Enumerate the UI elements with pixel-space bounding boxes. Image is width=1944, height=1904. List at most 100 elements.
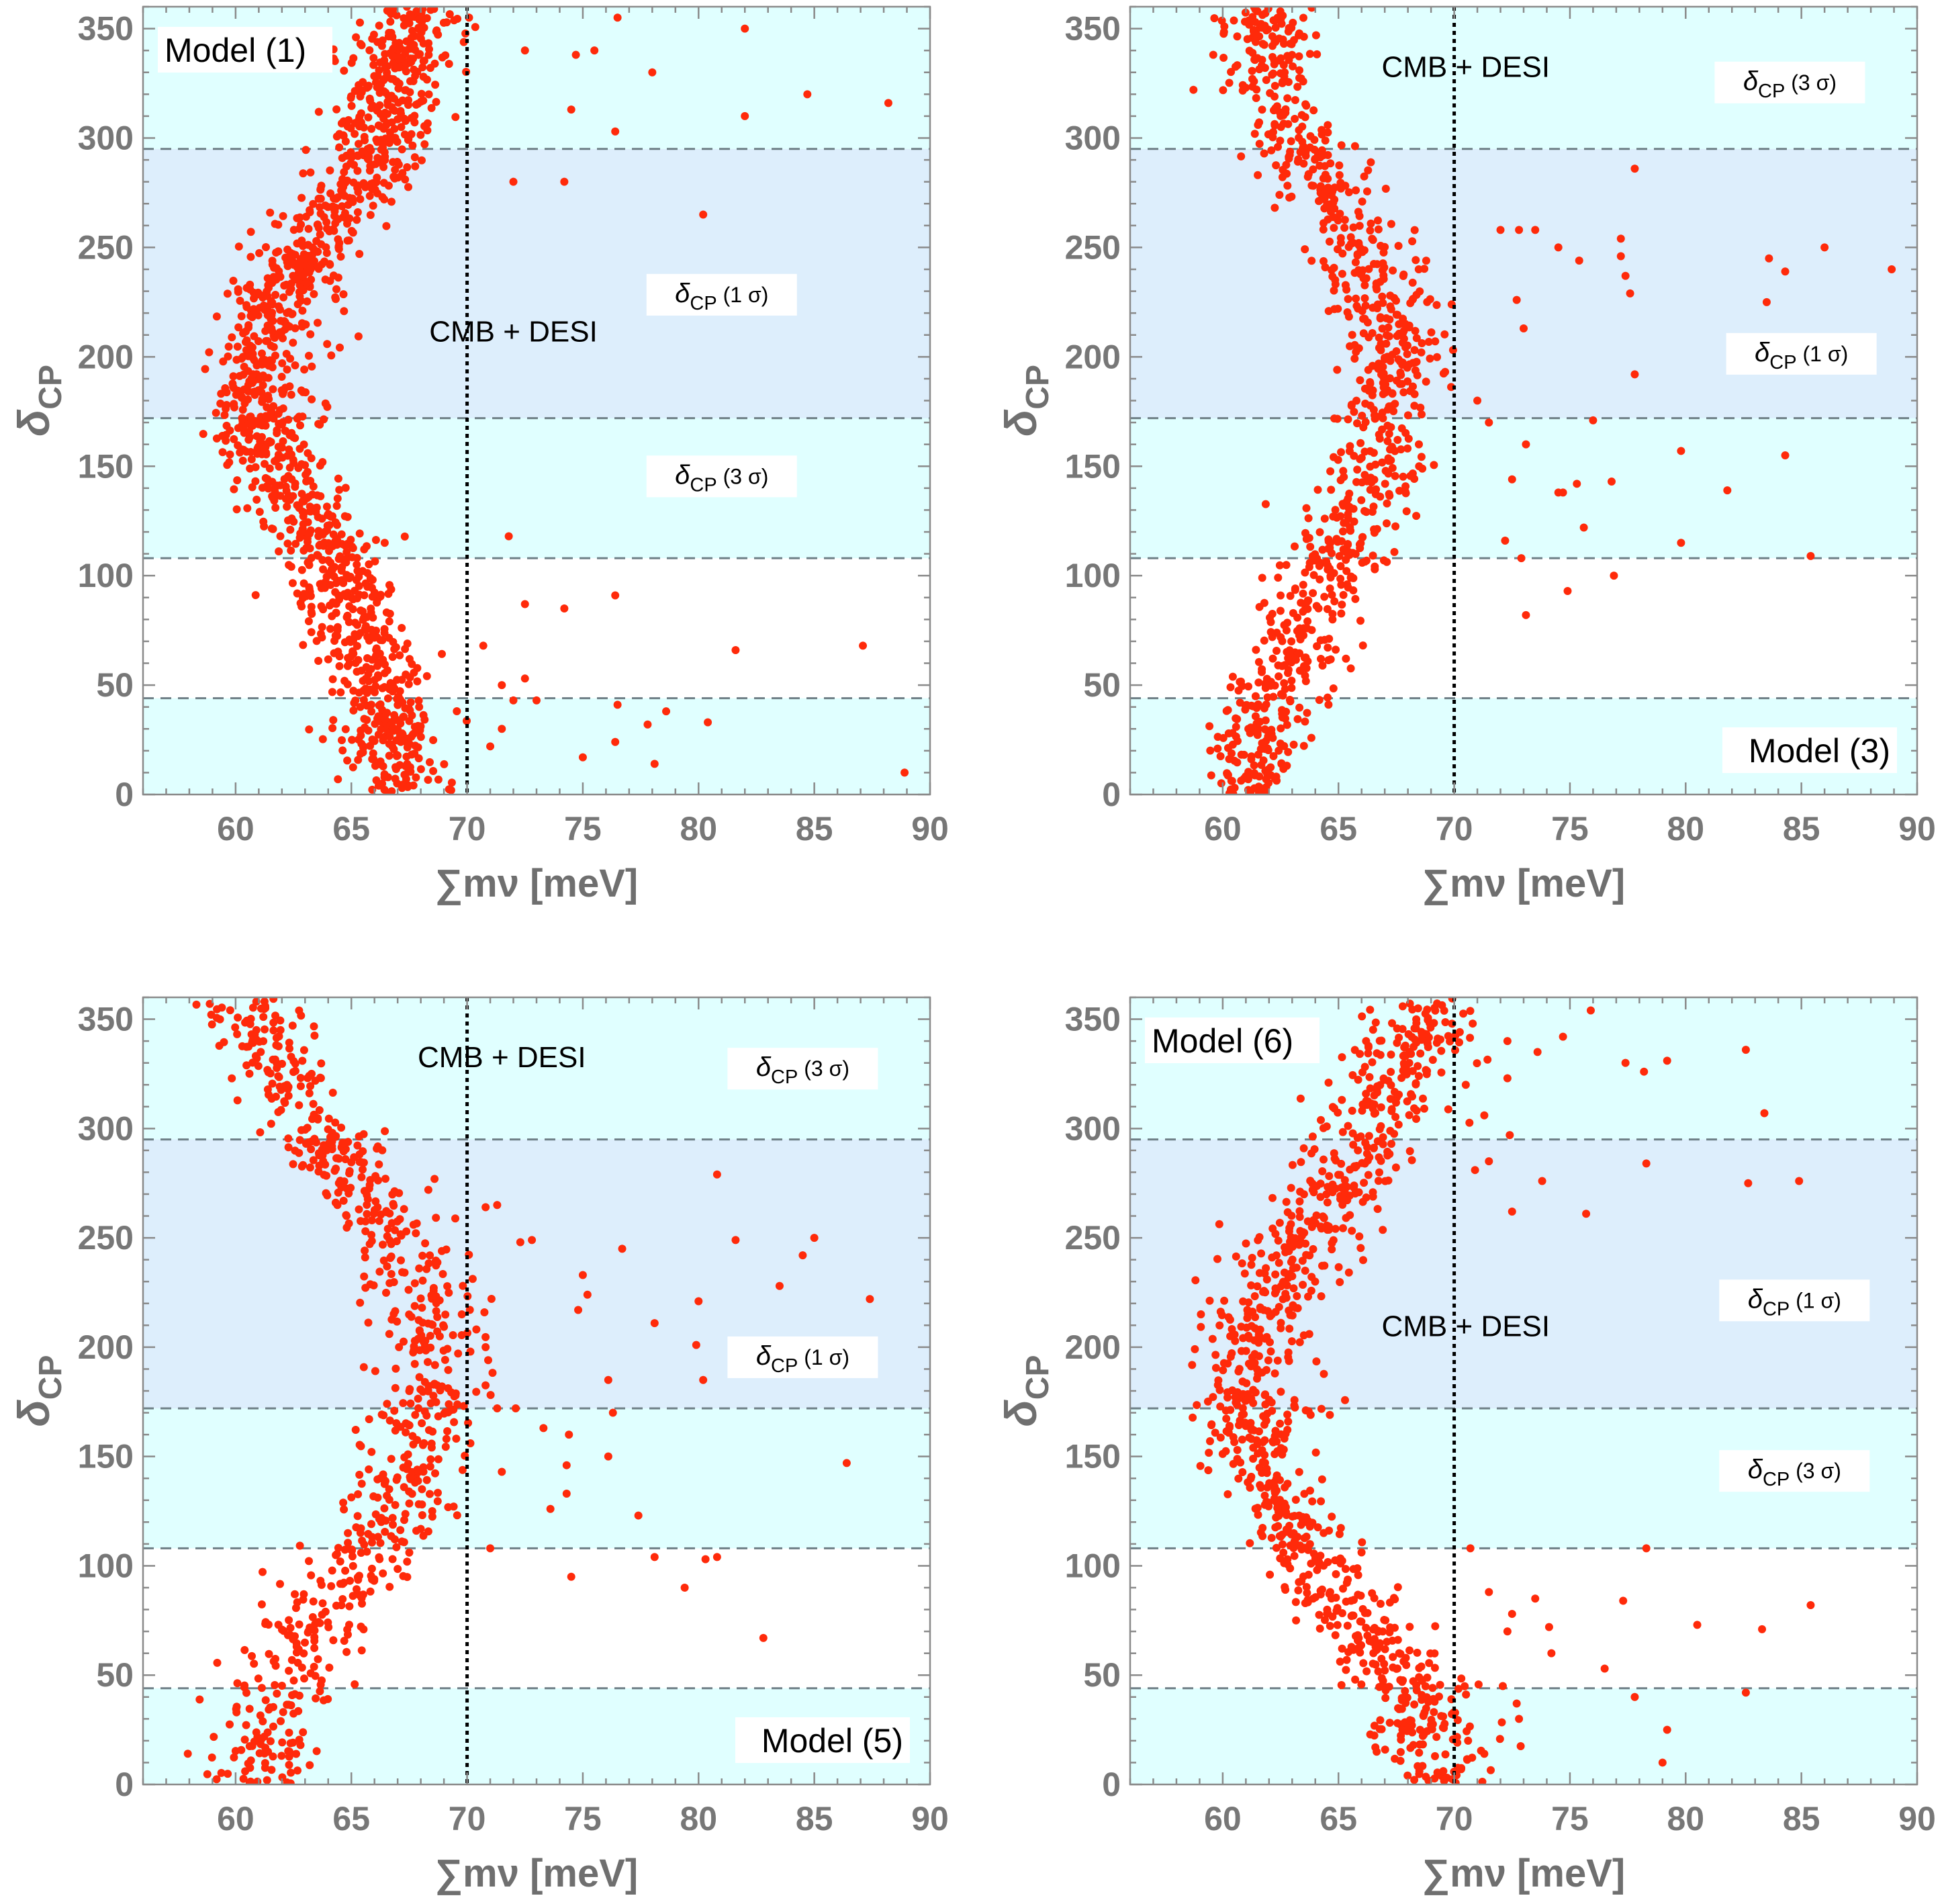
data-point xyxy=(1291,1234,1299,1242)
data-point xyxy=(410,153,419,162)
data-point xyxy=(1248,1360,1257,1369)
data-point xyxy=(1336,1278,1344,1286)
data-point xyxy=(692,1341,700,1349)
y-tick-label: 250 xyxy=(78,1219,134,1257)
data-point xyxy=(1369,361,1377,370)
data-point xyxy=(395,1343,404,1351)
data-point xyxy=(276,532,285,541)
data-point xyxy=(1213,1255,1221,1263)
data-point xyxy=(265,1705,273,1714)
data-point xyxy=(255,290,264,299)
data-point xyxy=(317,1059,326,1068)
y-axis-title: δCP xyxy=(9,1355,68,1427)
data-point xyxy=(1508,475,1516,484)
data-point xyxy=(1317,1475,1326,1484)
data-point xyxy=(1288,1161,1297,1169)
data-point xyxy=(488,1369,497,1377)
data-point xyxy=(560,177,569,186)
data-point xyxy=(451,1214,459,1223)
data-point xyxy=(1299,589,1307,598)
data-point xyxy=(280,317,289,326)
data-point xyxy=(254,1062,263,1071)
data-point xyxy=(1216,1433,1225,1442)
data-point xyxy=(1318,662,1327,670)
data-point xyxy=(1320,1261,1329,1270)
data-point xyxy=(1381,185,1390,193)
data-point xyxy=(287,546,295,555)
data-point xyxy=(1366,486,1375,494)
data-point xyxy=(1262,700,1270,709)
data-point xyxy=(486,742,495,751)
data-point xyxy=(365,1415,373,1424)
data-point xyxy=(406,1385,414,1394)
data-point xyxy=(261,1696,270,1705)
data-point xyxy=(322,243,330,252)
data-point xyxy=(406,54,415,63)
data-point xyxy=(1342,1578,1351,1587)
y-tick-label: 150 xyxy=(78,1438,134,1476)
data-point xyxy=(1376,1600,1385,1608)
data-point xyxy=(1466,1007,1475,1015)
data-point xyxy=(604,1375,612,1384)
data-point xyxy=(608,1408,617,1417)
data-point xyxy=(1271,1308,1280,1316)
data-point xyxy=(385,633,394,642)
data-point xyxy=(1232,723,1240,731)
data-point xyxy=(1344,295,1352,304)
data-point xyxy=(380,1504,389,1512)
data-point xyxy=(314,551,322,560)
data-point xyxy=(267,324,276,333)
data-point xyxy=(443,18,451,27)
data-point xyxy=(382,1207,391,1216)
data-point xyxy=(1257,1249,1266,1258)
data-point xyxy=(245,1742,254,1750)
data-point xyxy=(269,316,277,325)
data-point xyxy=(1412,1106,1421,1115)
data-point xyxy=(1744,1179,1753,1187)
data-point xyxy=(406,698,415,707)
data-point xyxy=(356,18,364,27)
data-point xyxy=(285,1616,293,1625)
data-point xyxy=(1272,1543,1281,1552)
data-point xyxy=(1284,1417,1293,1426)
data-point xyxy=(1364,1043,1373,1052)
x-tick-label: 60 xyxy=(217,810,254,848)
data-point xyxy=(1277,591,1285,600)
data-point xyxy=(1242,1239,1250,1248)
data-point xyxy=(405,717,414,725)
data-point xyxy=(1262,1275,1271,1284)
data-point xyxy=(1306,543,1315,551)
data-point xyxy=(353,216,361,224)
data-point xyxy=(291,482,299,491)
data-point xyxy=(1362,1623,1371,1632)
data-point xyxy=(371,185,379,194)
data-point xyxy=(1336,512,1345,520)
data-point xyxy=(1262,1469,1271,1478)
data-point xyxy=(310,1022,318,1031)
data-point xyxy=(741,111,749,120)
data-point xyxy=(302,470,310,479)
data-point xyxy=(267,1766,276,1774)
data-point xyxy=(1426,1649,1435,1658)
data-point xyxy=(1383,519,1391,528)
data-point xyxy=(1377,370,1385,379)
data-point xyxy=(1283,762,1291,770)
data-point xyxy=(432,26,441,35)
data-point xyxy=(414,1477,422,1485)
data-point xyxy=(251,591,260,600)
data-point xyxy=(1399,388,1408,397)
data-point xyxy=(1301,113,1309,122)
data-point xyxy=(297,255,305,263)
data-point xyxy=(344,116,353,124)
data-point xyxy=(304,240,312,249)
data-point xyxy=(297,296,306,305)
data-point xyxy=(1353,251,1362,260)
data-point xyxy=(481,1332,490,1341)
data-point xyxy=(407,130,416,138)
data-point xyxy=(262,243,270,251)
data-point xyxy=(1377,1654,1386,1663)
data-point xyxy=(1315,1611,1324,1619)
data-point xyxy=(419,73,428,81)
data-point xyxy=(224,343,233,351)
data-point xyxy=(326,260,334,269)
